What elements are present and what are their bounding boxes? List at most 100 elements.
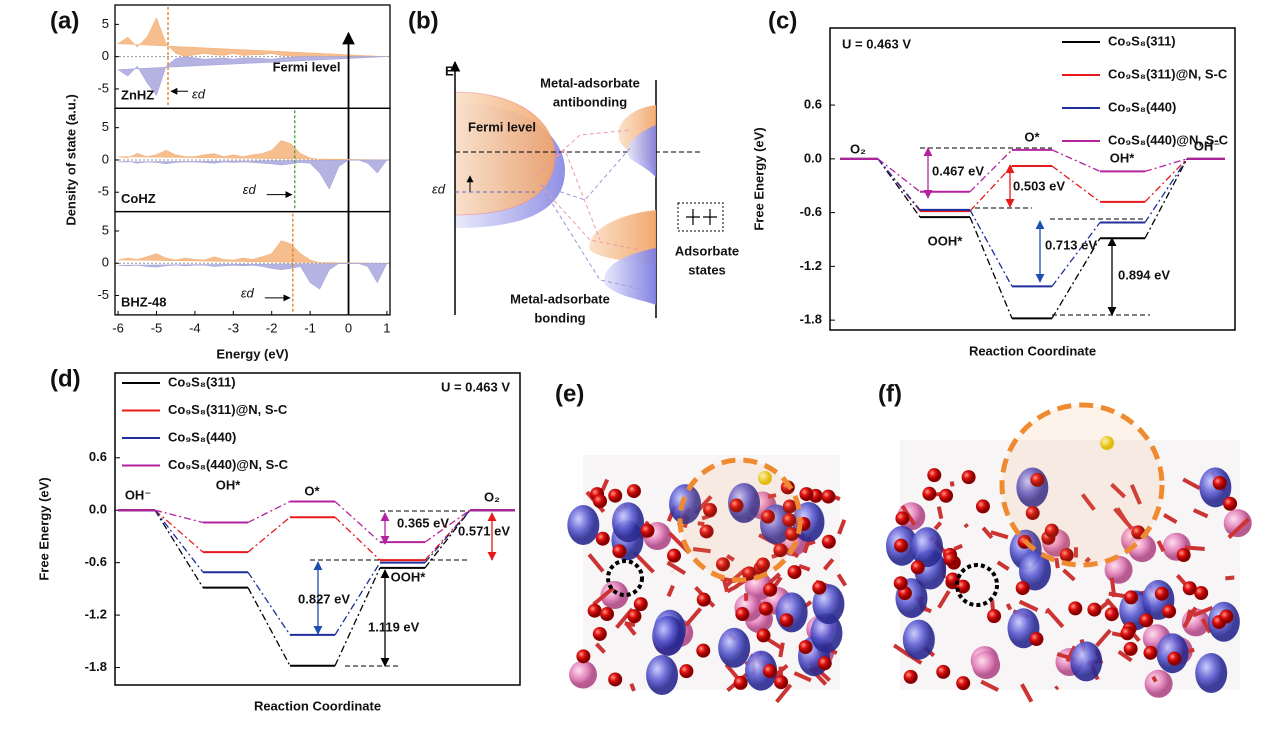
level-connector bbox=[877, 158, 921, 193]
charge-density bbox=[1018, 550, 1051, 591]
level-connector bbox=[1051, 165, 1101, 203]
bond bbox=[1184, 545, 1205, 551]
y-tick-label: 5 bbox=[102, 119, 109, 134]
oxygen-atom bbox=[1123, 641, 1138, 656]
oxygen-atom bbox=[756, 628, 771, 643]
oxygen-atom bbox=[773, 543, 788, 558]
bond bbox=[1113, 507, 1134, 530]
oxygen-atom bbox=[593, 494, 608, 509]
level-connector bbox=[334, 567, 381, 667]
bond bbox=[1182, 477, 1201, 490]
bond bbox=[933, 521, 943, 531]
level-connector bbox=[1144, 158, 1188, 173]
oxygen-atom bbox=[1087, 602, 1102, 617]
diagram-label: states bbox=[688, 262, 726, 277]
oxygen-atom bbox=[1030, 472, 1045, 487]
step-label: OOH* bbox=[391, 569, 427, 584]
oxygen-atom bbox=[762, 664, 777, 679]
oxygen-atom bbox=[782, 499, 797, 514]
x-tick-label: -6 bbox=[112, 320, 124, 335]
oxygen-atom bbox=[626, 484, 641, 499]
bond bbox=[1062, 568, 1076, 582]
x-axis-label: Energy (eV) bbox=[216, 346, 288, 361]
level-connector bbox=[1051, 222, 1101, 287]
oxygen-atom bbox=[696, 592, 711, 607]
structure-image bbox=[885, 402, 1252, 703]
bond bbox=[1163, 513, 1178, 524]
bond bbox=[600, 478, 610, 492]
sulfur-atom bbox=[600, 581, 629, 610]
bond bbox=[822, 558, 835, 571]
oxygen-atom bbox=[1044, 523, 1059, 538]
fermi-label: Fermi level bbox=[468, 119, 536, 134]
bond bbox=[990, 530, 1009, 540]
bond bbox=[1054, 685, 1060, 691]
oxygen-atom bbox=[763, 582, 778, 597]
oxygen-atom bbox=[893, 576, 908, 591]
sulfur-atom bbox=[1144, 669, 1173, 698]
y-tick-label: 0 bbox=[102, 48, 109, 63]
bond bbox=[1129, 483, 1142, 505]
level-connector bbox=[1144, 158, 1188, 203]
plot-frame bbox=[829, 27, 1236, 331]
bond bbox=[1018, 599, 1039, 612]
x-tick-label: -4 bbox=[189, 320, 201, 335]
bond bbox=[1108, 591, 1127, 599]
charge-density bbox=[612, 502, 645, 543]
level-connector bbox=[1051, 149, 1101, 172]
oxygen-atom bbox=[961, 470, 976, 485]
dos-area bbox=[117, 56, 387, 97]
y-tick-label: 0 bbox=[102, 151, 109, 166]
level-connector bbox=[154, 509, 204, 588]
y-tick-label: 0.0 bbox=[804, 150, 822, 165]
panel-label: (f) bbox=[878, 380, 902, 407]
orbital-connector bbox=[539, 147, 631, 201]
charge-density bbox=[652, 615, 685, 656]
oxygen-atom bbox=[936, 664, 951, 679]
oxygen-atom bbox=[1219, 609, 1234, 624]
level-connector bbox=[154, 509, 204, 553]
panel-label: (e) bbox=[555, 380, 584, 407]
oxygen-atom bbox=[903, 669, 918, 684]
bonding-peak bbox=[604, 248, 656, 305]
level-connector bbox=[424, 509, 471, 564]
oxygen-atom bbox=[895, 511, 910, 526]
bond bbox=[1110, 482, 1127, 499]
bond bbox=[1227, 517, 1251, 539]
y-tick-label: -5 bbox=[97, 80, 109, 95]
bond bbox=[1192, 605, 1214, 618]
x-axis-label: Reaction Coordinate bbox=[254, 698, 381, 713]
dos-area bbox=[118, 140, 387, 161]
bond bbox=[725, 554, 735, 562]
bond bbox=[666, 560, 687, 575]
oxygen-atom bbox=[679, 664, 694, 679]
fermi-label: Fermi level bbox=[273, 59, 341, 74]
panel-label: (a) bbox=[50, 7, 79, 34]
oxygen-atom bbox=[799, 487, 814, 502]
diagram-label: Metal-adsorbate bbox=[510, 291, 610, 306]
bond bbox=[1045, 607, 1065, 629]
legend-label: Co₉S₈(440) bbox=[1108, 99, 1176, 114]
difference-label: 0.571 eV bbox=[458, 523, 510, 538]
sulfur-atom bbox=[1128, 534, 1157, 563]
bond bbox=[1151, 675, 1158, 683]
level-connector bbox=[334, 562, 381, 636]
band-center-label: εd bbox=[243, 182, 257, 197]
legend-label: Co₉S₈(440)@N, S-C bbox=[1108, 132, 1229, 147]
oxygen-atom bbox=[1120, 626, 1135, 641]
bond bbox=[624, 621, 636, 627]
oxygen-atom bbox=[817, 656, 832, 671]
y-tick-label: -0.6 bbox=[85, 554, 107, 569]
oxygen-atom bbox=[1025, 506, 1040, 521]
bond bbox=[936, 506, 944, 520]
oxygen-atom bbox=[608, 488, 623, 503]
oxygen-atom bbox=[784, 527, 799, 542]
oxygen-atom bbox=[798, 640, 813, 655]
y-tick-label: -1.2 bbox=[800, 258, 822, 273]
oxygen-atom bbox=[1139, 613, 1154, 628]
charge-density bbox=[728, 483, 761, 524]
panel-label: (b) bbox=[408, 7, 439, 34]
step-label: O₂ bbox=[850, 141, 866, 156]
level-connector bbox=[1051, 237, 1101, 319]
oxygen-atom bbox=[592, 626, 607, 641]
